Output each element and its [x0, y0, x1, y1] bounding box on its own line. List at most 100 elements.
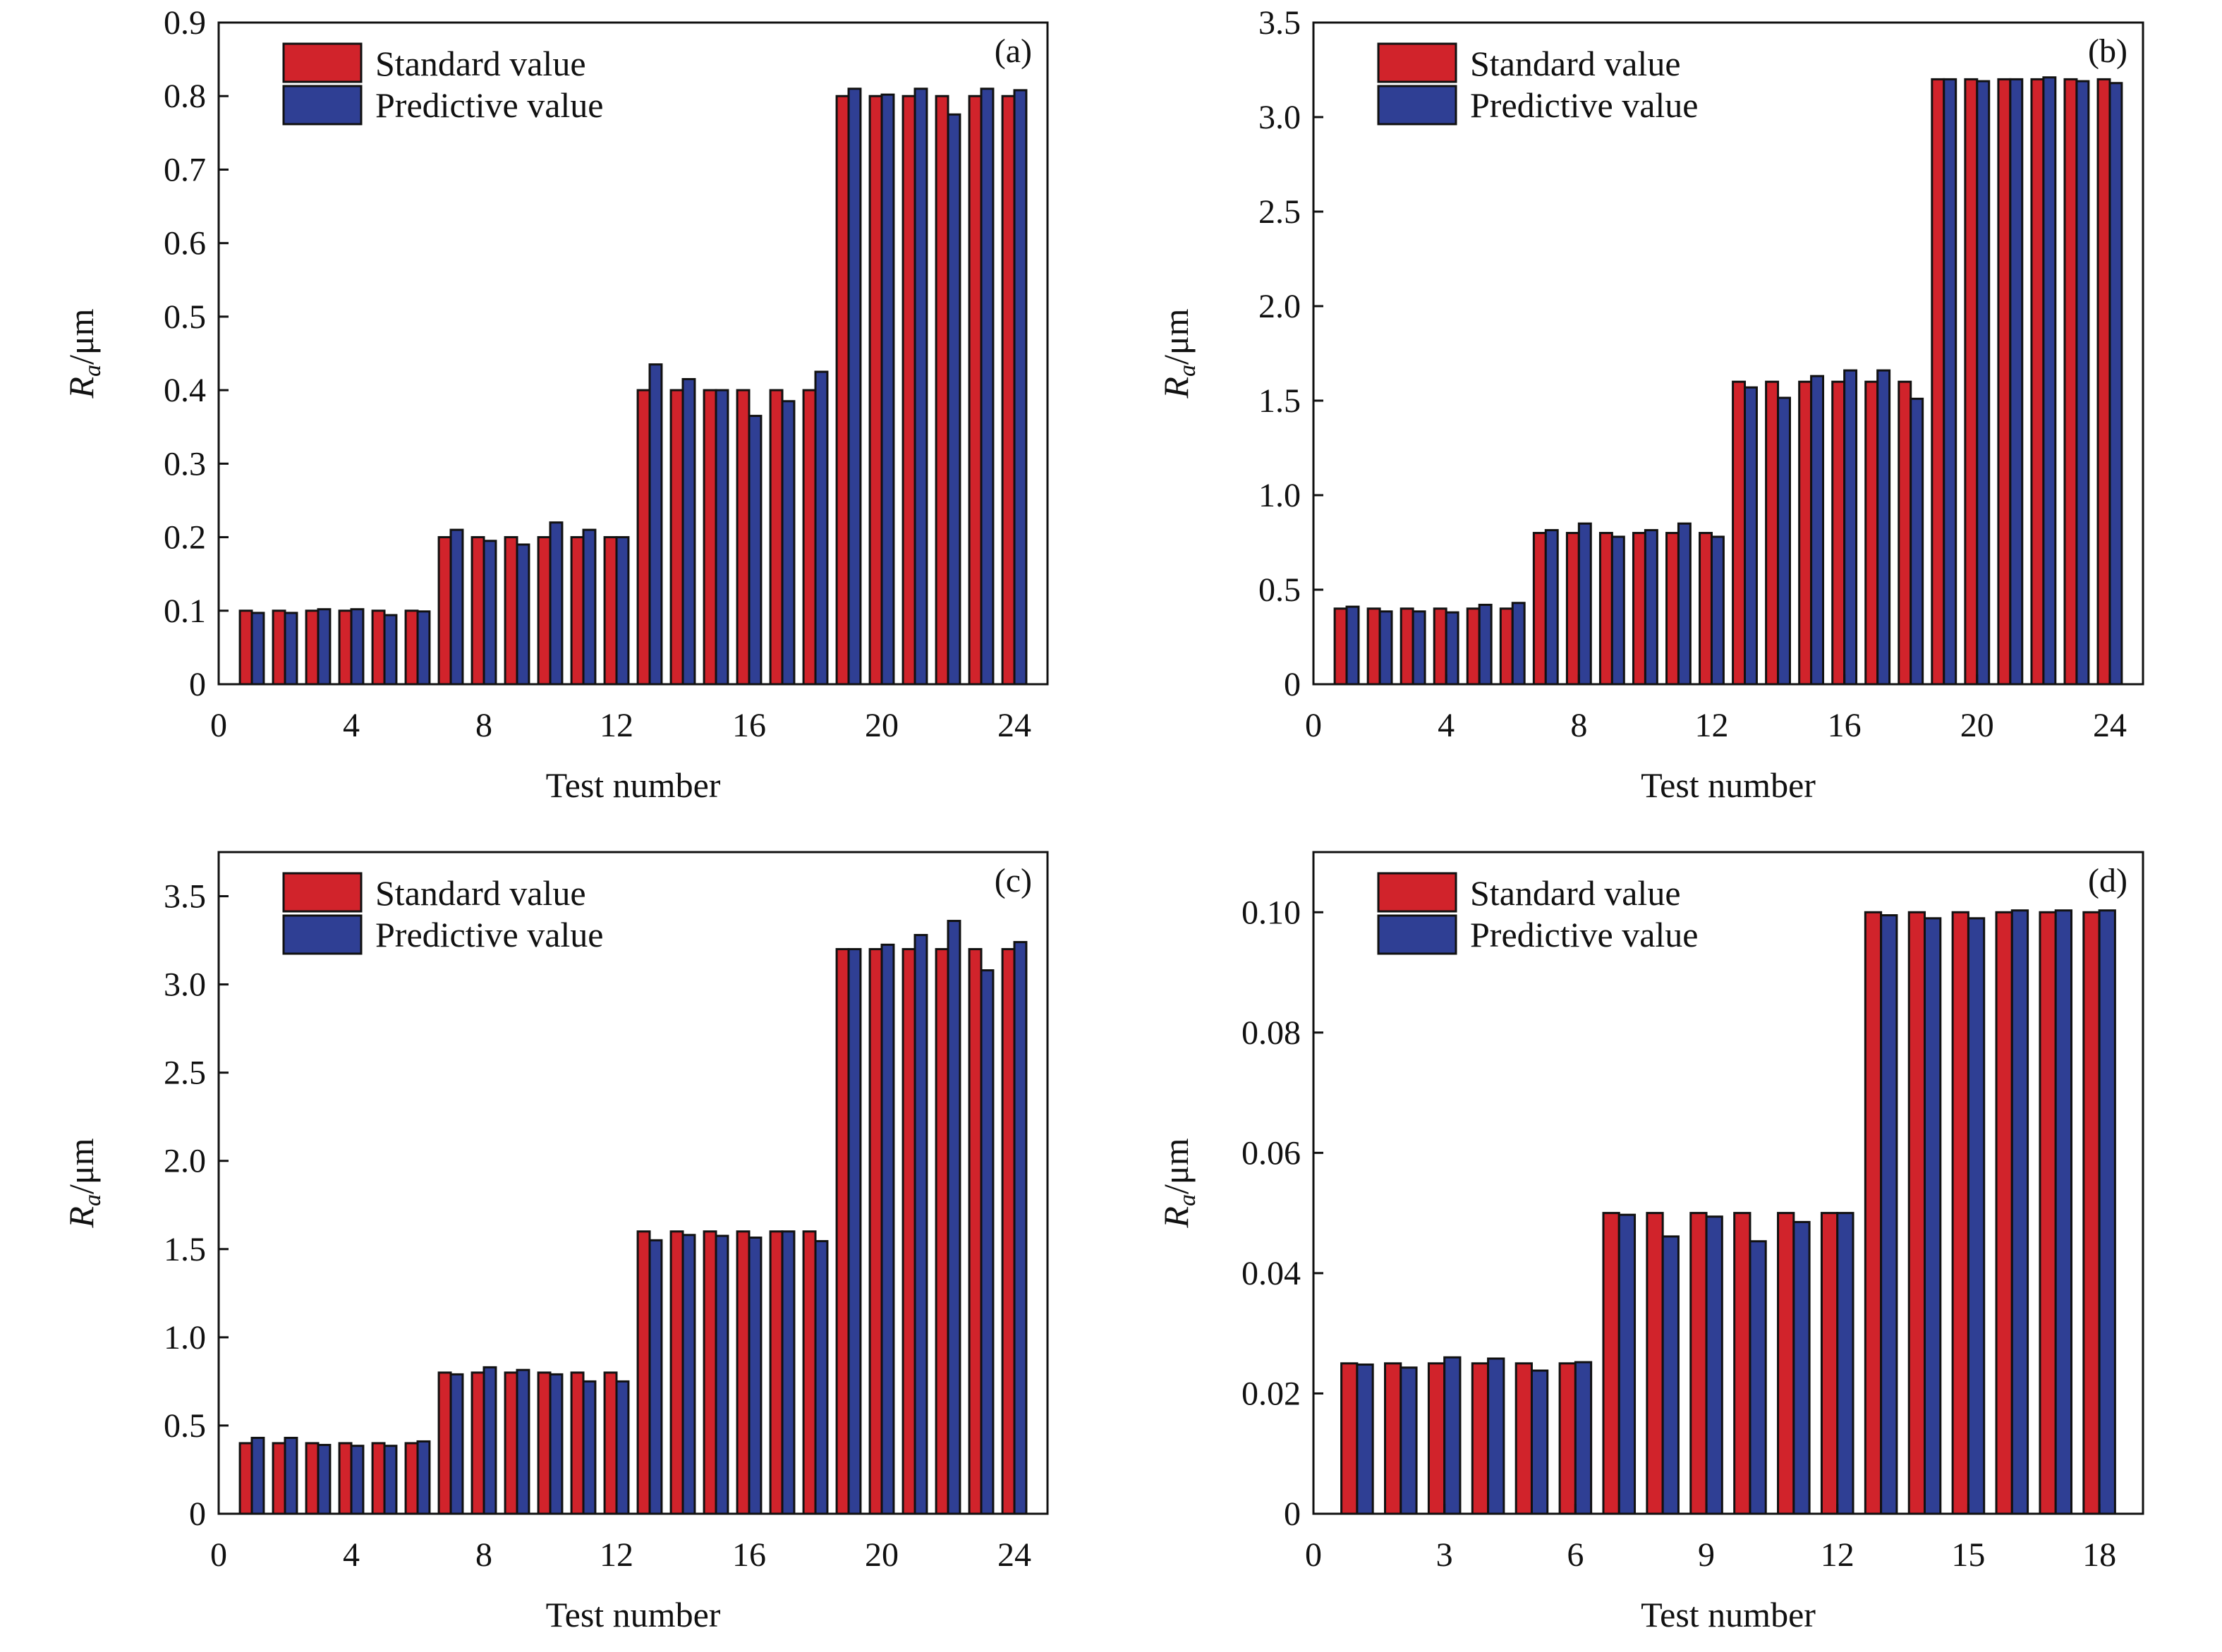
legend-label-standard: Standard value [1470, 873, 1681, 913]
legend-label-standard: Standard value [375, 44, 586, 83]
y-tick-label-c: 1.5 [164, 1231, 206, 1268]
y-tick-label-a: 0.7 [164, 151, 206, 188]
y-tick-label-a: 0.4 [164, 372, 206, 409]
bar-predictive-14 [681, 1234, 696, 1515]
x-tick-label-d: 3 [1436, 1536, 1453, 1574]
bar-standard-15 [703, 389, 717, 686]
bar-predictive-8 [1661, 1235, 1680, 1515]
bar-standard-18 [1898, 380, 1912, 686]
x-axis-title-b: Test number [1641, 765, 1816, 805]
x-tick-label-a: 24 [997, 707, 1031, 744]
y-tick-label-d: 0.04 [1241, 1255, 1301, 1292]
panel-b: 0 0.5 1.0 1.5 2.0 2.5 3.0 3.5 0 4 8 12 16 20 24 Test nu… [1156, 4, 2144, 805]
y-tick-label-b: 1.0 [1258, 477, 1301, 514]
bar-predictive-14 [1777, 396, 1791, 686]
panel-label-b: (b) [2088, 32, 2127, 70]
bar-standard-9 [1689, 1212, 1708, 1515]
bar-standard-16 [1995, 911, 2013, 1515]
x-tick-label-c: 4 [343, 1536, 360, 1574]
bar-standard-19 [835, 95, 850, 686]
bar-standard-21 [901, 95, 916, 686]
bar-standard-5 [1514, 1362, 1533, 1515]
bar-standard-10 [537, 536, 552, 686]
bar-predictive-1 [1356, 1363, 1374, 1515]
bar-standard-3 [305, 609, 320, 686]
bar-standard-21 [901, 948, 916, 1515]
bar-predictive-9 [1610, 535, 1625, 686]
bar-predictive-4 [350, 1445, 365, 1515]
bar-predictive-3 [1443, 1356, 1462, 1515]
legend-label-predictive: Predictive value [1470, 915, 1699, 954]
y-tick-label-c: 1.0 [164, 1319, 206, 1356]
bar-predictive-12 [1836, 1212, 1854, 1515]
x-tick-label-a: 4 [343, 707, 360, 744]
y-tick-label-b: 0.5 [1258, 571, 1301, 609]
y-tick-label-a: 0.2 [164, 519, 206, 557]
bar-predictive-1 [250, 1436, 265, 1515]
bar-predictive-8 [482, 1366, 497, 1515]
bar-standard-4 [338, 609, 353, 686]
bar-predictive-21 [913, 87, 928, 686]
legend-swatch-standard [282, 42, 363, 83]
bar-predictive-24 [1013, 89, 1028, 686]
bar-predictive-7 [449, 528, 464, 686]
bar-standard-22 [935, 95, 949, 686]
bar-predictive-1 [1345, 605, 1360, 686]
bar-standard-23 [2063, 78, 2078, 686]
x-tick-label-c: 20 [865, 1536, 899, 1574]
bar-standard-2 [272, 609, 286, 686]
bar-predictive-24 [2108, 82, 2123, 686]
bar-predictive-10 [549, 521, 564, 686]
bar-predictive-4 [1487, 1357, 1505, 1515]
bar-standard-1 [1333, 607, 1348, 686]
panel-d: 0 0.02 0.04 0.06 0.08 0.10 0 3 6 9 12 15 18 Test numb… [1156, 851, 2144, 1634]
x-axis-title-a: Test number [546, 765, 721, 805]
bar-predictive-1 [250, 612, 265, 686]
legend-label-predictive: Predictive value [375, 915, 604, 954]
bar-standard-8 [1565, 532, 1580, 686]
bar-predictive-5 [383, 1445, 398, 1515]
bar-predictive-17 [1876, 369, 1891, 686]
bar-standard-24 [1001, 95, 1016, 686]
y-tick-label-b: 2.0 [1258, 288, 1301, 325]
bar-standard-19 [835, 948, 850, 1515]
bar-standard-12 [603, 1371, 618, 1515]
bar-standard-13 [1732, 380, 1747, 686]
bar-predictive-16 [1843, 369, 1858, 686]
bar-standard-7 [437, 1371, 452, 1515]
bar-standard-11 [1665, 532, 1680, 686]
x-tick-label-a: 16 [732, 707, 766, 744]
x-tick-label-b: 0 [1305, 707, 1322, 744]
x-tick-label-c: 0 [210, 1536, 227, 1574]
bar-standard-16 [736, 389, 751, 686]
bar-predictive-10 [1644, 529, 1658, 686]
x-tick-label-d: 0 [1305, 1536, 1322, 1574]
bar-predictive-22 [947, 920, 961, 1515]
bar-standard-11 [570, 1371, 585, 1515]
bar-standard-16 [1831, 380, 1846, 686]
bar-predictive-12 [1710, 535, 1725, 686]
bar-predictive-3 [317, 1443, 332, 1515]
bar-predictive-12 [615, 1380, 630, 1515]
y-tick-label-b: 2.5 [1258, 193, 1301, 231]
bar-predictive-4 [1445, 611, 1459, 686]
bar-standard-18 [802, 1230, 817, 1515]
y-tick-label-c: 0.5 [164, 1407, 206, 1445]
bar-standard-11 [1777, 1212, 1795, 1515]
bar-standard-22 [2030, 78, 2045, 686]
bar-standard-3 [1400, 607, 1414, 686]
bar-predictive-22 [2042, 76, 2057, 686]
bar-standard-6 [404, 609, 419, 686]
bar-standard-23 [968, 95, 983, 686]
x-tick-label-d: 9 [1698, 1536, 1715, 1574]
bar-predictive-10 [1749, 1240, 1767, 1515]
bar-standard-5 [371, 609, 386, 686]
x-tick-label-a: 0 [210, 707, 227, 744]
bar-standard-5 [371, 1442, 386, 1515]
bar-standard-1 [1340, 1362, 1359, 1515]
x-tick-label-d: 18 [2082, 1536, 2116, 1574]
bar-standard-4 [1433, 607, 1447, 686]
bar-standard-15 [703, 1230, 717, 1515]
